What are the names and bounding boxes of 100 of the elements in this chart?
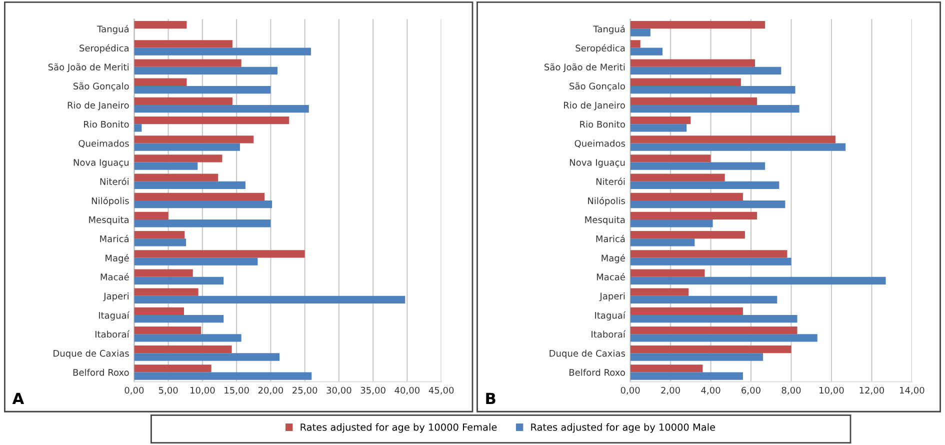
bar (630, 162, 766, 170)
y-tick-label: Seropédica (80, 44, 129, 54)
bar (630, 192, 743, 200)
y-tick-label: Rio Bonito (580, 120, 625, 128)
y-tick-label: Queimados (574, 140, 626, 148)
bar (630, 269, 705, 277)
bar (134, 143, 240, 151)
bar (134, 238, 186, 246)
x-tick-label: 40,00 (394, 386, 420, 395)
y-tick-label: Rio de Janeiro (68, 102, 129, 110)
y-tick-label: Queimados (78, 140, 129, 148)
legend-label: Rates adjusted for age by 10000 Male (531, 423, 716, 433)
y-tick-label: Nilópolis (588, 196, 626, 206)
bar (630, 40, 640, 48)
x-tick-label: 12,00 (860, 386, 884, 395)
legend-label: Rates adjusted for age by 10000 Female (300, 423, 497, 433)
y-tick-label: Mesquita (89, 216, 129, 225)
bar (630, 231, 745, 239)
x-tick-label: 0,00 (620, 386, 640, 395)
bar (630, 86, 796, 94)
bar (134, 136, 254, 144)
y-tick-label: São Gonçalo (74, 82, 129, 92)
x-tick-label: 5,00 (158, 386, 178, 395)
x-tick-label: 30,00 (326, 386, 352, 395)
y-tick-label: Belford Roxo (73, 368, 129, 376)
bar (630, 136, 836, 144)
bar (134, 181, 246, 190)
bar (630, 288, 689, 296)
y-tick-label: Duque de Caxias (54, 350, 129, 358)
bar (134, 86, 271, 94)
bar (134, 346, 232, 354)
y-tick-label: Rio Bonito (84, 120, 129, 128)
bar (630, 296, 778, 304)
x-tick-label: 35,00 (360, 386, 386, 395)
bar (134, 59, 242, 67)
bar (134, 258, 258, 266)
y-tick-label: São João de Meriti (544, 63, 625, 72)
bar (134, 97, 232, 106)
bar (630, 28, 650, 36)
x-tick-label: 6,00 (742, 386, 760, 395)
y-tick-label: Macaé (596, 273, 625, 280)
y-tick-label: Maricá (100, 234, 129, 242)
y-tick-label: Niterói (596, 178, 625, 185)
y-tick-label: São João de Meriti (48, 63, 128, 72)
bar (134, 174, 218, 182)
bar (630, 326, 798, 334)
bar (134, 288, 198, 296)
bar (134, 276, 224, 284)
bar (630, 97, 758, 106)
x-tick-label: 25,00 (292, 386, 318, 395)
bar (630, 59, 756, 67)
bar (630, 353, 764, 361)
x-tick-label: 4,00 (701, 386, 720, 395)
bar (630, 315, 798, 323)
bar (630, 200, 786, 208)
x-tick-label: 0,00 (124, 386, 144, 395)
bar (134, 250, 305, 258)
y-tick-label: Japeri (599, 292, 625, 302)
x-tick-label: 8,00 (782, 386, 801, 395)
bar (134, 192, 265, 200)
y-tick-label: São Gonçalo (570, 82, 625, 92)
bar (630, 372, 743, 380)
bar (134, 124, 142, 132)
bar (630, 346, 792, 354)
y-tick-label: Seropédica (576, 44, 625, 54)
y-tick-label: Macaé (100, 273, 129, 280)
y-tick-label: Nova Iguaçu (570, 159, 625, 168)
bar (134, 162, 198, 170)
bar (630, 154, 711, 162)
bar (134, 364, 212, 372)
y-tick-label: Duque de Caxias (550, 350, 626, 358)
bar (630, 116, 691, 124)
bar (630, 258, 792, 266)
bar (630, 78, 741, 86)
y-tick-label: Japeri (103, 292, 128, 302)
bar (630, 307, 743, 315)
bar (630, 48, 662, 56)
bar (134, 353, 280, 361)
x-tick-label: 15,00 (224, 386, 249, 395)
bar (630, 181, 780, 190)
bar (630, 238, 695, 246)
bar (134, 66, 278, 74)
bar (134, 21, 187, 29)
bar (630, 212, 758, 220)
bar (134, 326, 202, 334)
x-tick-label: 10,00 (190, 386, 215, 395)
bar (134, 78, 187, 86)
y-tick-label: Itaboraí (95, 330, 130, 338)
y-tick-label: Itaboraí (592, 330, 626, 338)
y-tick-label: Tanguá (593, 25, 625, 34)
y-tick-label: Magé (106, 254, 129, 264)
y-tick-label: Belford Roxo (570, 368, 625, 376)
bar (134, 116, 290, 124)
bar (134, 296, 406, 304)
y-tick-label: Nova Iguaçu (74, 159, 129, 168)
bar (630, 66, 782, 74)
x-tick-label: 20,00 (258, 386, 284, 395)
bar (630, 21, 766, 29)
bar (134, 40, 232, 48)
bar (630, 124, 687, 132)
